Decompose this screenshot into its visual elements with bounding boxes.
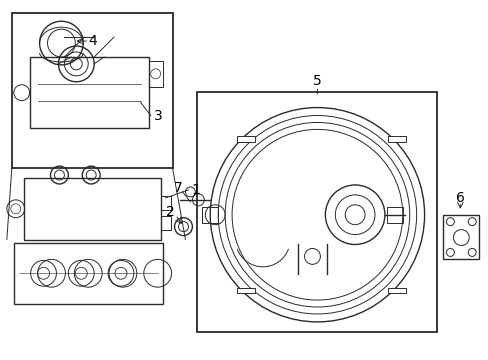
Bar (161, 196, 170, 210)
Text: 2: 2 (166, 205, 175, 219)
Bar (387, 288, 405, 293)
Bar (236, 136, 254, 142)
Bar (236, 288, 254, 293)
Text: 3: 3 (154, 108, 163, 122)
Bar (197, 92, 437, 332)
Bar (202, 207, 218, 223)
Bar (12, 13, 172, 168)
Bar (14, 243, 163, 304)
Text: 5: 5 (312, 74, 321, 88)
Bar (161, 216, 170, 230)
Bar (148, 61, 163, 87)
Text: 6: 6 (455, 191, 464, 205)
Bar (30, 57, 148, 129)
Bar (387, 136, 405, 142)
Text: 1: 1 (192, 183, 201, 197)
Bar (386, 207, 402, 223)
Text: 4: 4 (89, 34, 97, 48)
Text: 7: 7 (174, 181, 183, 195)
Bar (443, 215, 478, 260)
Bar (24, 178, 161, 239)
